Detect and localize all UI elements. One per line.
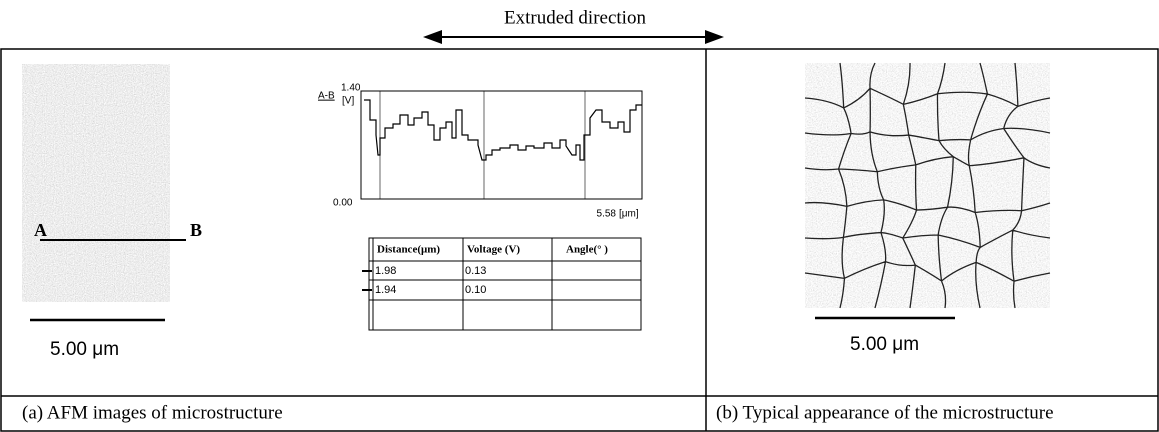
x-max: 5.58 — [597, 209, 617, 220]
page: Extruded direction A B 5.00 μm A-B 1.40 … — [0, 0, 1159, 432]
x-unit: [μm] — [619, 209, 639, 220]
cell: 1.98 — [375, 265, 396, 277]
caption-b: (b) Typical appearance of the microstruc… — [716, 402, 1054, 423]
scale-label: 5.00 μm — [50, 339, 119, 360]
figure: Extruded direction A B 5.00 μm A-B 1.40 … — [0, 0, 1159, 432]
arrow-head — [423, 30, 442, 44]
cell: 1.94 — [375, 284, 396, 296]
direction-label: Extruded direction — [504, 7, 646, 28]
y-max: 1.40 — [341, 83, 361, 94]
afm-image — [22, 64, 170, 302]
caption-a: (a) AFM images of microstructure — [22, 402, 283, 423]
scale-label: 5.00 μm — [850, 334, 919, 355]
y-unit: [V] — [342, 96, 354, 107]
profile-name: A-B — [318, 91, 335, 102]
column-header: Angle(° ) — [566, 244, 608, 256]
label-b: B — [190, 220, 202, 240]
column-header: Distance(μm) — [377, 244, 440, 256]
profile-box — [361, 91, 642, 199]
y-min: 0.00 — [333, 198, 353, 209]
label-a: A — [34, 220, 47, 240]
column-header: Voltage (V) — [467, 244, 520, 256]
profile-trace — [364, 100, 642, 160]
cell: 0.10 — [465, 284, 486, 296]
cell: 0.13 — [465, 265, 486, 277]
arrow-head — [705, 30, 724, 44]
